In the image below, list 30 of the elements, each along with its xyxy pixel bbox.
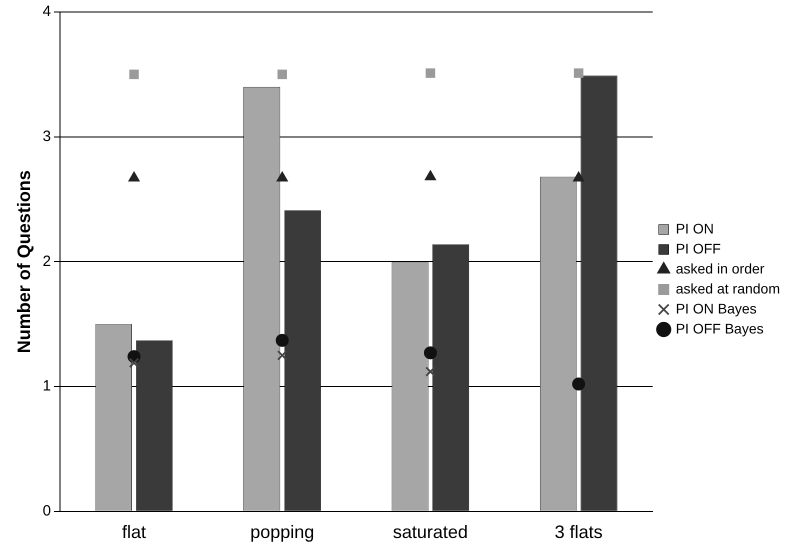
legend-label: PI ON: [676, 220, 714, 236]
legend-label: asked in order: [676, 260, 765, 276]
x-tick-label: 3 flats: [554, 522, 603, 542]
legend-label: PI OFF: [676, 240, 721, 256]
y-tick-label: 3: [42, 128, 51, 145]
point: [574, 68, 584, 78]
x-tick-label: flat: [122, 522, 146, 542]
point: [572, 172, 584, 182]
point: [425, 366, 436, 377]
legend-label: asked at random: [676, 280, 780, 296]
point: [129, 70, 139, 80]
point: [572, 378, 586, 391]
point: [276, 172, 288, 182]
x-tick-label: popping: [250, 522, 314, 542]
x-tick-label: saturated: [392, 522, 468, 542]
point: [128, 172, 140, 182]
point: [128, 358, 140, 368]
point: [424, 170, 436, 180]
y-tick-label: 0: [42, 502, 51, 520]
y-axis-title: Number of Questions: [14, 170, 34, 354]
legend-label: PI OFF Bayes: [676, 320, 764, 336]
point: [276, 334, 289, 347]
point: [277, 70, 287, 80]
point: [277, 350, 288, 360]
point: [426, 68, 436, 78]
y-tick-label: 4: [42, 3, 51, 20]
y-tick-label: 2: [42, 252, 51, 270]
y-tick-label: 1: [42, 378, 51, 395]
legend-label: PI ON Bayes: [676, 300, 757, 316]
point: [424, 346, 437, 360]
